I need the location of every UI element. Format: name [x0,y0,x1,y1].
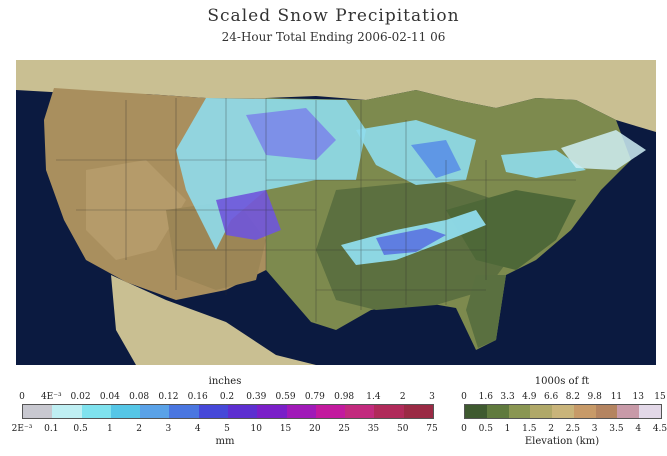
precip-bottom-labels: 2E⁻³ 0.1 0.5 1 2 3 4 5 10 15 20 25 35 50 75 [12,424,438,436]
top-label: 0.39 [246,392,267,402]
legend-swatch [257,405,287,418]
bottom-label: 35 [367,424,380,434]
bottom-label: 4 [635,424,642,434]
bottom-label: 25 [338,424,350,434]
legend-swatch [286,405,316,418]
top-label: 4.9 [522,392,537,402]
top-label: 0.16 [187,392,208,402]
legend-swatch [530,405,553,418]
top-label: 6.6 [543,392,559,402]
legend-swatch [552,405,574,418]
bottom-label: 0 [461,424,467,434]
elev-bottom-unit: Elevation (km) [524,436,600,447]
bottom-label: 4 [194,424,201,434]
precipitation-legend: inches 0 4E⁻³ 0.02 0.04 0.08 0.12 0.16 0.2 0.39 0… [0,372,450,456]
legend-swatch [508,405,531,418]
legend-swatch [315,405,346,418]
top-label: 0.02 [70,392,91,402]
legend-swatch [169,405,199,418]
bottom-label: 1 [106,424,113,434]
legend-swatch [465,405,487,418]
bottom-label: 15 [279,424,292,434]
bottom-label: 50 [396,424,409,434]
top-label: 0.08 [129,392,150,402]
snow-precipitation-map [16,60,656,365]
top-label: 0.12 [158,392,179,402]
top-label: 0.98 [334,392,355,402]
bottom-label: 4.5 [652,424,667,434]
top-label: 3.3 [500,392,515,402]
top-label: 11 [610,392,623,402]
legend-swatch [573,405,596,418]
precip-bottom-unit: mm [215,436,235,447]
legend-swatch [140,405,170,418]
legend-swatch [227,405,258,418]
legend-swatch [81,405,111,418]
top-label: 3 [429,392,435,402]
bottom-label: 1.5 [522,424,537,434]
top-label: 0.59 [275,392,296,402]
top-label: 0.79 [304,392,325,402]
legend-swatch [23,405,53,418]
map-subtitle: 24-Hour Total Ending 2006-02-11 06 [221,30,446,44]
top-label: 0.04 [99,392,120,402]
bottom-label: 2 [136,424,143,434]
legend-swatch [110,405,141,418]
elev-top-labels: 0 1.6 3.3 4.9 6.6 8.2 9.8 11 13 15 [461,392,666,404]
top-label: 1.4 [366,392,381,402]
top-label: 15 [654,392,666,402]
bottom-label: 2.5 [565,424,581,434]
legend-swatch [52,405,82,418]
legend-swatch [595,405,618,418]
top-label: 4E⁻³ [40,392,62,402]
top-label: 9.8 [587,392,602,402]
bottom-label: 10 [250,424,263,434]
map-title: Scaled Snow Precipitation [207,6,460,26]
elev-color-bar [464,404,662,419]
top-label: 8.2 [565,392,581,402]
elev-bottom-labels: 0 0.5 1 1.5 2 2.5 3 3.5 4 4.5 [461,424,667,436]
bottom-label: 2E⁻³ [11,424,33,434]
bottom-label: 3 [591,424,598,434]
bottom-label: 0.1 [44,424,59,434]
precip-color-bar [22,404,434,419]
bottom-label: 0.5 [73,424,88,434]
bottom-label: 1 [504,424,511,434]
top-label: 2 [399,392,406,402]
top-label: 13 [632,392,644,402]
bottom-label: 3 [165,424,172,434]
top-label: 0.2 [219,392,235,402]
legend-swatch [345,405,375,418]
legend-swatch [617,405,640,418]
top-label: 1.6 [478,392,493,402]
bottom-label: 20 [309,424,321,434]
legend-swatch [486,405,509,418]
bottom-label: 5 [224,424,230,434]
top-label: 0 [19,392,25,402]
bottom-label: 0.5 [478,424,493,434]
legend-swatch [374,405,404,418]
elev-top-unit: 1000s of ft [534,376,590,387]
legend-swatch [403,405,433,418]
top-label: 0 [461,392,467,402]
precip-top-unit: inches [208,376,242,387]
bottom-label: 3.5 [609,424,624,434]
legend-swatch [639,405,662,418]
bottom-label: 2 [548,424,554,434]
legend-swatch [198,405,228,418]
precip-top-labels: 0 4E⁻³ 0.02 0.04 0.08 0.12 0.16 0.2 0.39 0.59 0.79… [19,392,435,404]
bottom-label: 75 [426,424,438,434]
